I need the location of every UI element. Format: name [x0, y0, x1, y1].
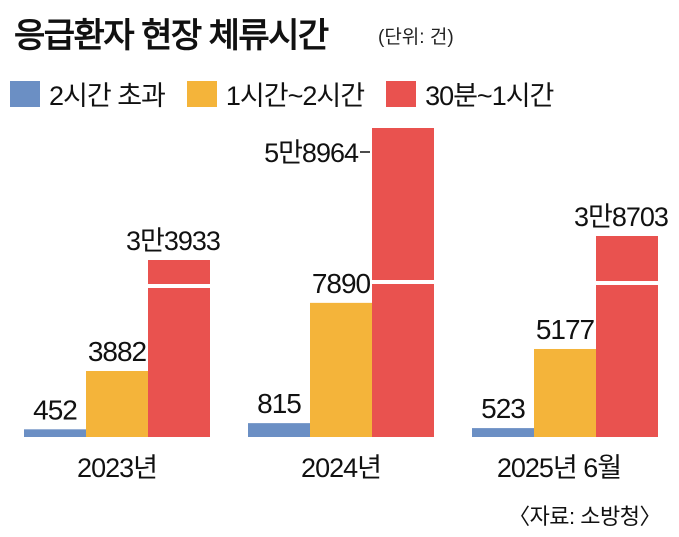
bar-over-2h — [24, 429, 86, 437]
source-note: 〈자료: 소방청〉 — [508, 504, 661, 529]
data-label: 5만8964 — [264, 138, 359, 168]
data-label: 5177 — [536, 314, 595, 345]
bar-over-2h — [472, 428, 534, 437]
category-label: 2025년 6월 — [497, 453, 621, 483]
data-label: 523 — [481, 393, 525, 424]
axis-break — [147, 284, 211, 288]
bar-1h-2h — [310, 302, 372, 437]
legend-swatch-yellow — [186, 80, 217, 107]
bar-over-2h — [248, 423, 310, 437]
axis-break — [595, 281, 659, 285]
data-label: 452 — [33, 394, 77, 425]
legend-item-1h-2h: 1시간~2시간 — [186, 74, 365, 113]
axis-break — [371, 280, 435, 284]
category-label: 2023년 — [77, 453, 157, 483]
chart-title: 응급환자 현장 체류시간 — [14, 17, 329, 55]
data-label: 3882 — [88, 336, 147, 367]
legend-label: 30분~1시간 — [425, 81, 554, 111]
unit-label: (단위: 건) — [378, 27, 454, 48]
bar-30m-1h — [596, 236, 658, 437]
legend-item-30m-1h: 30분~1시간 — [386, 74, 554, 113]
legend-label: 1시간~2시간 — [225, 81, 365, 111]
legend-item-over-2h: 2시간 초과 — [10, 74, 166, 113]
legend-swatch-red — [386, 80, 417, 107]
data-label: 815 — [257, 388, 301, 419]
bar-1h-2h — [534, 348, 596, 437]
legend-label: 2시간 초과 — [49, 81, 166, 111]
legend: 2시간 초과 1시간~2시간 30분~1시간 — [10, 74, 575, 113]
data-label: 3만8703 — [574, 202, 668, 232]
bar-1h-2h — [86, 371, 148, 437]
legend-swatch-blue — [10, 80, 40, 107]
category-label: 2024년 — [301, 453, 381, 483]
data-label: 3만3933 — [126, 226, 220, 256]
bar-30m-1h — [148, 260, 210, 437]
data-label: 7890 — [312, 268, 371, 299]
